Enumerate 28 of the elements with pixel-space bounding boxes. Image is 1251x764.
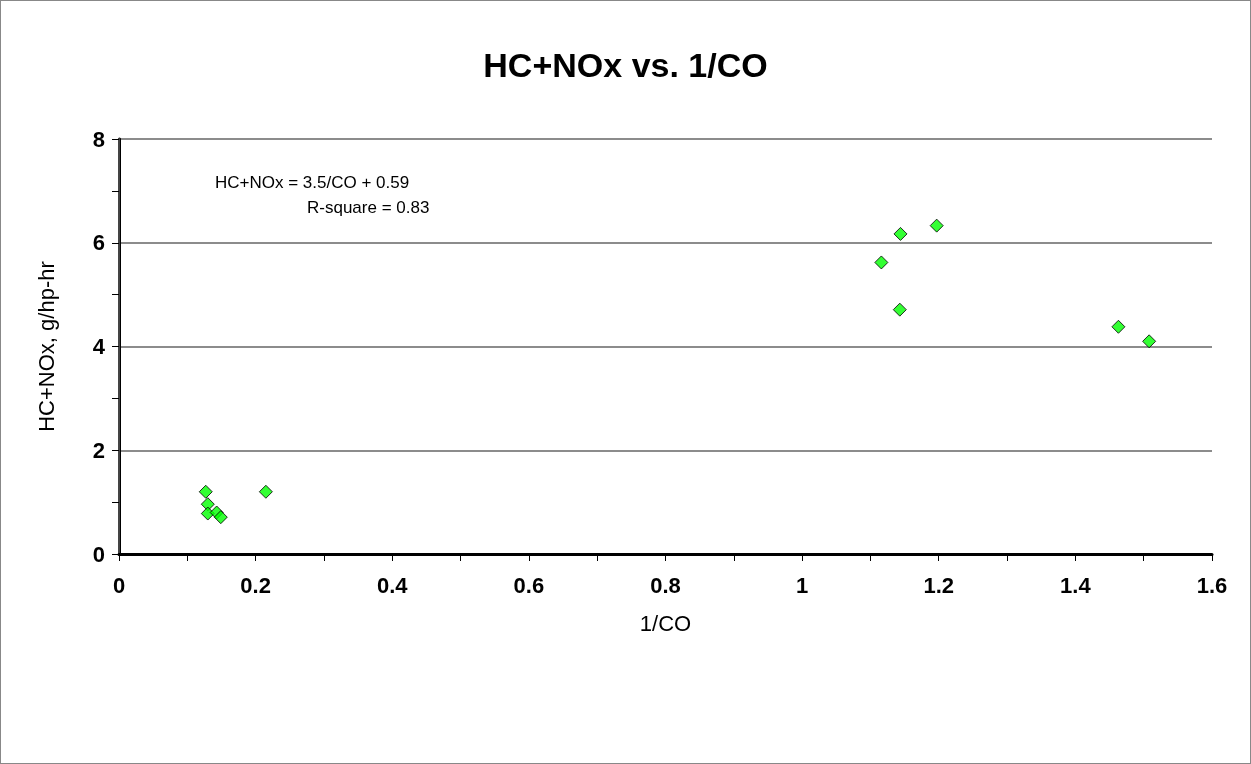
- point: [1142, 334, 1157, 349]
- x-tick-label: 0: [112, 572, 126, 598]
- x-tick-label: 1: [796, 572, 809, 598]
- x-axis-title: 1/CO: [639, 610, 692, 636]
- x-tick-label: 1.2: [923, 572, 955, 598]
- point: [892, 302, 907, 317]
- x-tick-label: 1.6: [1196, 572, 1228, 598]
- point: [874, 255, 889, 270]
- y-tick-label: 8: [92, 126, 105, 152]
- x-tick-label: 0.8: [650, 572, 681, 598]
- point: [258, 484, 273, 499]
- annotation: HC+NOx = 3.5/CO + 0.59: [215, 173, 410, 192]
- y-tick-label: 4: [92, 334, 106, 359]
- y-axis-title: HC+NOx, g/hp-hr: [33, 261, 59, 432]
- annotation: R-square = 0.83: [307, 198, 430, 217]
- y-tick-label: 2: [92, 437, 105, 463]
- point: [893, 226, 908, 241]
- y-tick-label: 0: [92, 541, 105, 567]
- y-tick-label: 6: [92, 230, 105, 256]
- x-tick-label: 0.2: [240, 572, 271, 598]
- point: [1111, 319, 1126, 334]
- point: [198, 484, 213, 499]
- chart-title: HC+NOx vs. 1/CO: [483, 46, 768, 84]
- x-tick-label: 0.4: [376, 572, 409, 598]
- point: [929, 218, 944, 233]
- x-tick-label: 0.6: [513, 572, 545, 598]
- x-tick-label: 1.4: [1060, 572, 1092, 598]
- point: [213, 510, 228, 525]
